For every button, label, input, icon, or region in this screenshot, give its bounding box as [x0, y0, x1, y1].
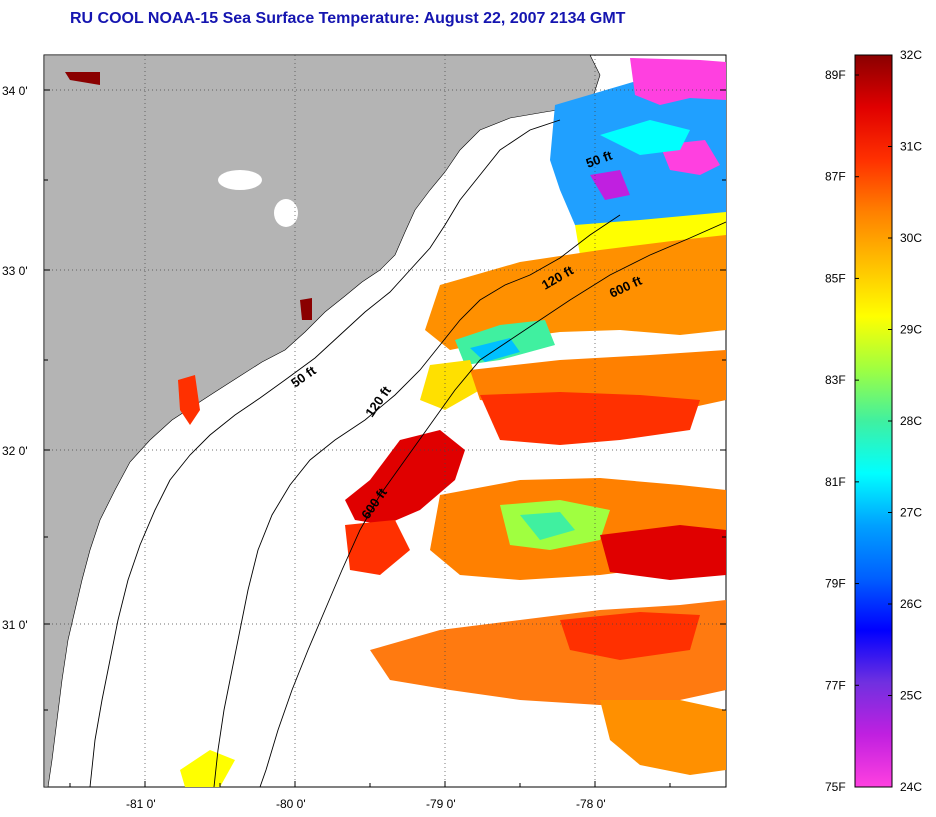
land-mass — [44, 55, 601, 787]
contour-120ft — [213, 214, 621, 787]
cold-patch — [630, 58, 726, 105]
cloud-mask — [218, 170, 262, 190]
cool-patch — [550, 70, 726, 240]
lon-label: -78 0' — [576, 797, 606, 811]
grid — [44, 55, 726, 787]
hot-patch — [345, 430, 465, 525]
hot-patch — [300, 298, 312, 320]
cold-patch — [590, 170, 630, 200]
warm-patch — [180, 750, 235, 787]
warm-patch — [600, 700, 726, 775]
warm-patch — [420, 360, 480, 410]
lat-label: 32 0' — [2, 444, 28, 458]
lat-label: 33 0' — [2, 264, 28, 278]
cool-patch — [600, 120, 690, 155]
warm-patch — [425, 235, 726, 350]
lon-label: -79 0' — [426, 797, 456, 811]
hot-patch — [65, 72, 100, 85]
contour-50ft — [89, 119, 561, 787]
map-title: RU COOL NOAA-15 Sea Surface Temperature:… — [70, 10, 626, 27]
lon-label: -81 0' — [126, 797, 156, 811]
contour-600ft — [259, 221, 726, 787]
sst-field — [65, 58, 726, 787]
hot-patch — [480, 392, 700, 445]
hot-patch — [600, 525, 726, 580]
axis-ticks — [44, 89, 726, 787]
lat-label: 31 0' — [2, 618, 28, 632]
lat-label: 34 0' — [2, 84, 28, 98]
cloud-mask — [274, 199, 298, 227]
hot-patch — [345, 520, 410, 575]
cool-patch — [520, 512, 575, 540]
hot-patch — [178, 375, 200, 425]
lon-label: -80 0' — [276, 797, 306, 811]
